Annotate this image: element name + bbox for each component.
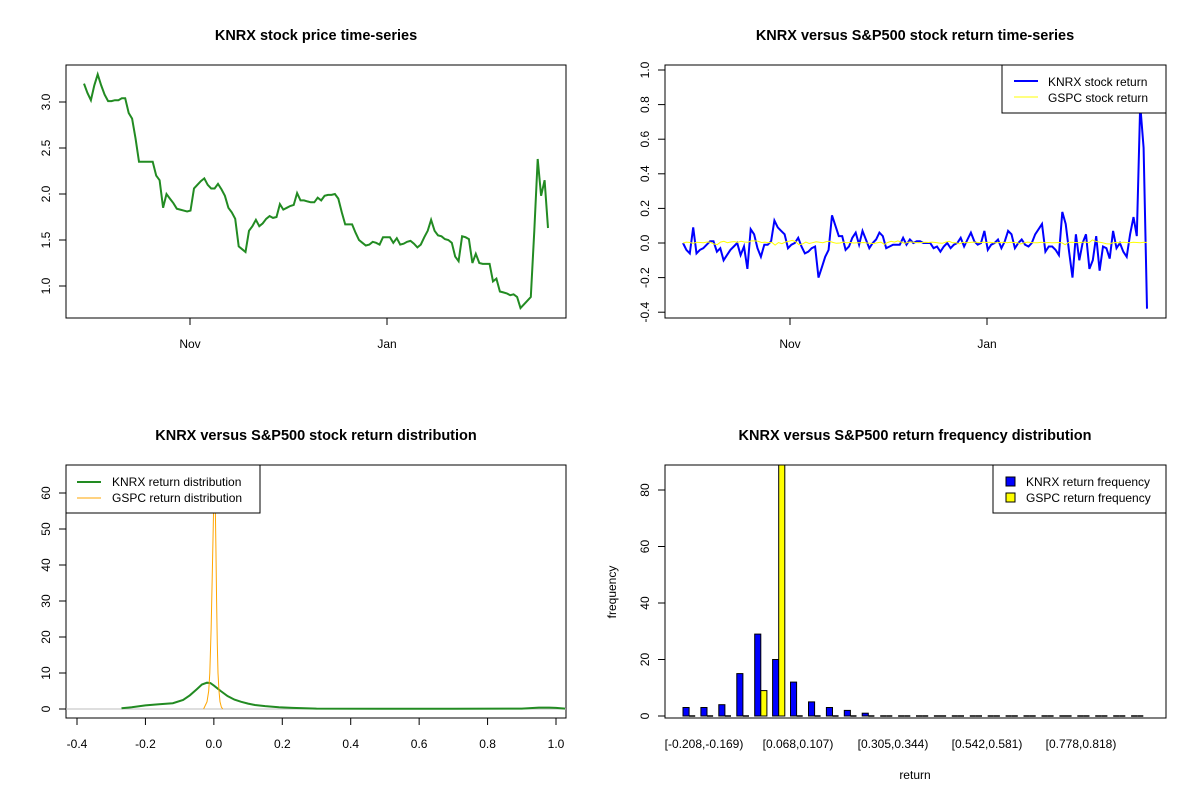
legend-label: GSPC return distribution	[112, 491, 242, 505]
y-tick-label: 0.4	[638, 165, 652, 182]
y-tick-label: -0.2	[638, 267, 652, 288]
bar-knrx	[736, 673, 744, 717]
bar-knrx	[808, 701, 816, 717]
panel-return-timeseries: KNRX versus S&P500 stock return time-ser…	[638, 28, 1167, 351]
legend-label: GSPC return frequency	[1026, 491, 1151, 505]
gspc-return-line	[682, 239, 1148, 246]
y-tick-label: 0	[39, 705, 53, 712]
bar-knrx	[790, 681, 798, 717]
x-tick-label: Jan	[377, 337, 396, 351]
y-tick-label: 3.0	[39, 93, 53, 110]
legend-box	[65, 464, 261, 514]
x-axis-label: return	[899, 768, 930, 782]
x-tick-label: 0.0	[206, 737, 223, 751]
bar-gspc	[760, 690, 768, 717]
chart-title: KNRX versus S&P500 stock return distribu…	[155, 428, 477, 444]
legend: KNRX stock return GSPC stock return	[1001, 64, 1167, 114]
x-tick-label: [0.542,0.581)	[952, 737, 1023, 751]
x-axis: -0.4 -0.2 0.0 0.2 0.4 0.6 0.8 1.0	[67, 717, 565, 751]
gspc-density-line	[203, 485, 224, 710]
legend-label: GSPC stock return	[1048, 91, 1148, 105]
y-axis: 0 20 40 60 80	[638, 483, 666, 719]
knrx-return-line	[682, 104, 1148, 309]
x-axis: Nov Jan	[179, 318, 397, 351]
y-axis-label: frequency	[605, 566, 619, 619]
x-tick-label: -0.2	[135, 737, 156, 751]
y-tick-label: 0.8	[638, 96, 652, 113]
bars	[682, 464, 1144, 717]
panel-return-distribution: KNRX versus S&P500 stock return distribu…	[39, 428, 567, 751]
y-tick-label: 1.5	[39, 231, 53, 248]
y-tick-label: 60	[39, 486, 53, 500]
bar-knrx	[718, 704, 726, 717]
panel-price-timeseries: KNRX stock price time-series 1.0 1.5 2.0 2.…	[39, 28, 567, 351]
bar-knrx	[700, 707, 708, 717]
x-tick-label: 1.0	[548, 737, 565, 751]
y-tick-label: -0.4	[638, 302, 652, 323]
price-line	[83, 71, 549, 311]
bar-knrx	[754, 633, 762, 717]
x-tick-label: 0.4	[342, 737, 359, 751]
x-axis: [-0.208,-0.169) [0.068,0.107) [0.305,0.3…	[665, 737, 1117, 751]
x-tick-label: [-0.208,-0.169)	[665, 737, 744, 751]
y-axis: 0 10 20 30 40 50 60	[39, 486, 67, 712]
bar-knrx	[825, 707, 834, 717]
bar-knrx	[843, 709, 851, 717]
legend: KNRX return frequency GSPC return freque…	[992, 464, 1167, 514]
x-tick-label: 0.8	[479, 737, 496, 751]
bar-knrx	[772, 659, 780, 717]
panel-return-frequency: KNRX versus S&P500 return frequency dist…	[605, 428, 1167, 782]
legend: KNRX return distribution GSPC return dis…	[65, 464, 261, 514]
legend-label: KNRX stock return	[1048, 75, 1147, 89]
x-tick-label: [0.305,0.344)	[858, 737, 929, 751]
y-tick-label: 40	[39, 558, 53, 572]
y-tick-label: 50	[39, 522, 53, 536]
legend-box	[992, 464, 1167, 514]
x-tick-label: -0.4	[67, 737, 88, 751]
y-tick-label: 20	[638, 653, 652, 667]
y-tick-label: 0.0	[638, 234, 652, 251]
x-axis: Nov Jan	[779, 318, 997, 351]
y-tick-label: 30	[39, 594, 53, 608]
x-tick-label: [0.778,0.818)	[1046, 737, 1117, 751]
plot-frame	[65, 64, 567, 319]
y-tick-label: 0.2	[638, 200, 652, 217]
bar-gspc	[778, 464, 786, 717]
y-tick-label: 0.6	[638, 131, 652, 148]
legend-label: KNRX return frequency	[1026, 475, 1150, 489]
legend-label: KNRX return distribution	[112, 475, 241, 489]
chart-title: KNRX versus S&P500 stock return time-ser…	[756, 28, 1074, 44]
y-tick-label: 20	[39, 630, 53, 644]
bar-knrx	[861, 712, 869, 717]
y-axis: -0.4 -0.2 0.0 0.2 0.4 0.6 0.8 1.0	[638, 61, 666, 323]
y-tick-label: 2.0	[39, 185, 53, 202]
chart-title: KNRX stock price time-series	[215, 28, 417, 44]
x-tick-label: Nov	[179, 337, 200, 351]
y-tick-label: 60	[638, 540, 652, 554]
y-axis: 1.0 1.5 2.0 2.5 3.0	[39, 93, 67, 294]
y-tick-label: 80	[638, 483, 652, 497]
legend-box	[1001, 64, 1167, 114]
x-tick-label: 0.2	[274, 737, 291, 751]
y-tick-label: 1.0	[638, 61, 652, 78]
legend-swatch-gspc	[1005, 492, 1016, 503]
bar-knrx	[682, 707, 690, 717]
x-tick-label: [0.068,0.107)	[763, 737, 834, 751]
x-tick-label: 0.6	[411, 737, 428, 751]
x-tick-label: Jan	[977, 337, 996, 351]
chart-title: KNRX versus S&P500 return frequency dist…	[739, 428, 1092, 444]
knrx-density-line	[121, 681, 566, 710]
y-tick-label: 0	[638, 712, 652, 719]
y-tick-label: 2.5	[39, 139, 53, 156]
x-tick-label: Nov	[779, 337, 800, 351]
legend-swatch-knrx	[1005, 476, 1016, 487]
y-tick-label: 1.0	[39, 277, 53, 294]
y-tick-label: 10	[39, 666, 53, 680]
y-tick-label: 40	[638, 596, 652, 610]
